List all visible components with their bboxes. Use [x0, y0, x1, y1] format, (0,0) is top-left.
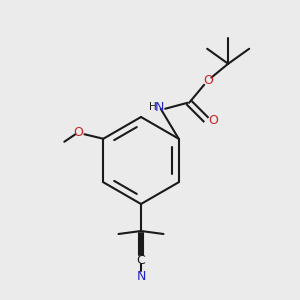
Text: O: O — [204, 74, 214, 87]
Text: N: N — [136, 269, 146, 283]
Text: O: O — [208, 114, 218, 127]
Text: C: C — [136, 254, 146, 268]
Text: H: H — [149, 102, 157, 112]
Text: N: N — [154, 101, 164, 114]
Text: O: O — [73, 126, 83, 139]
